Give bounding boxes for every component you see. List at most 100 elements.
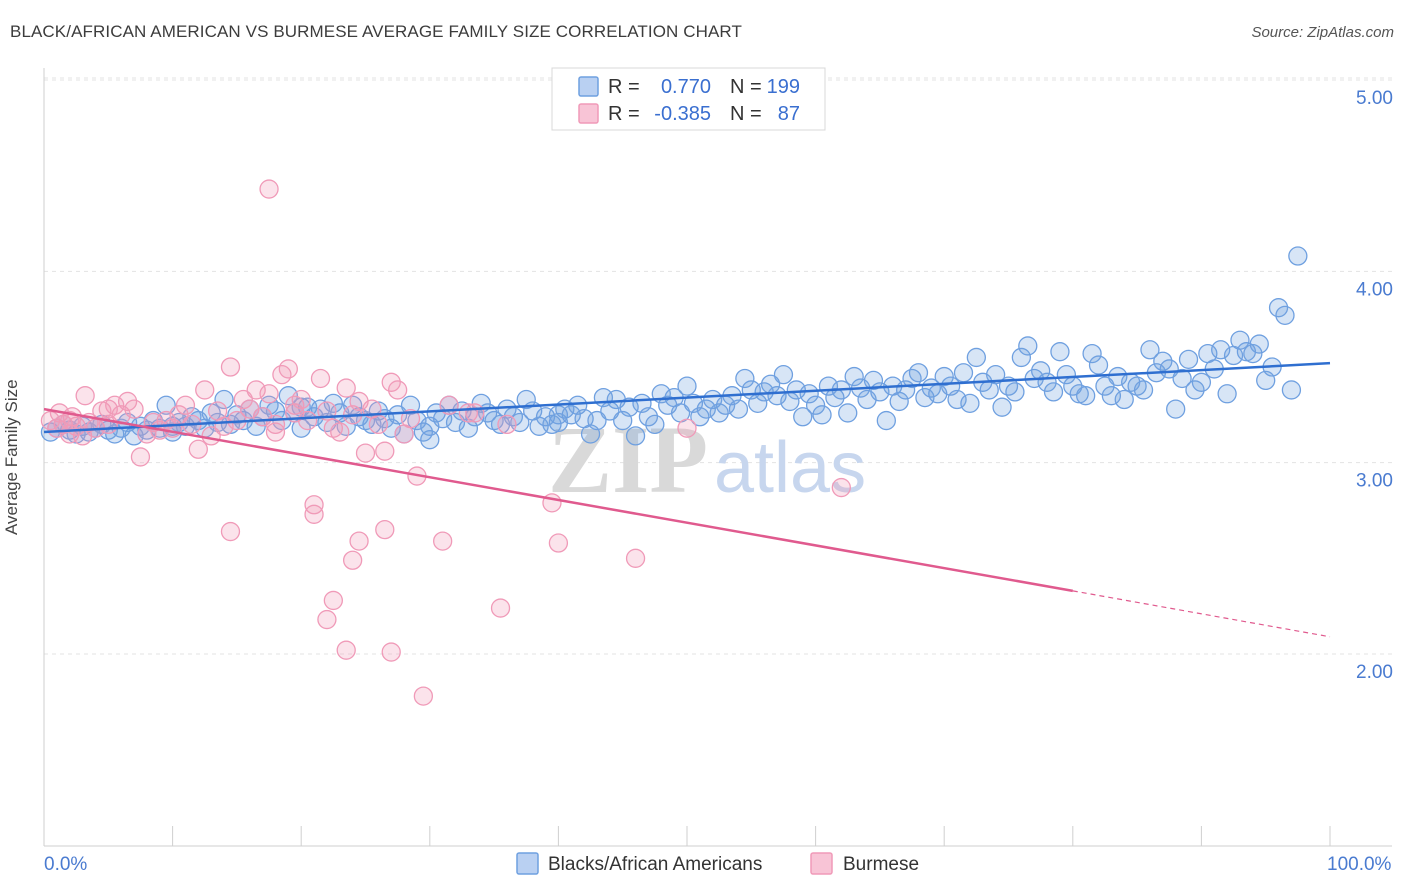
point-blacks-128 bbox=[863, 370, 884, 391]
point-blacks-162 bbox=[1082, 343, 1102, 364]
point-blacks-193 bbox=[1281, 380, 1302, 400]
y-tick-label-1: 3.00 bbox=[1356, 471, 1393, 492]
trend-line-burmese-extension bbox=[1072, 590, 1331, 638]
point-burmese-65 bbox=[342, 550, 363, 570]
point-burmese-73 bbox=[490, 598, 511, 618]
bottom-legend-swatch-blacks bbox=[516, 852, 539, 875]
point-burmese-66 bbox=[349, 531, 369, 551]
point-burmese-80 bbox=[285, 395, 305, 415]
point-blacks-125 bbox=[844, 366, 864, 387]
point-blacks-176 bbox=[1172, 368, 1192, 389]
point-blacks-104 bbox=[709, 403, 729, 423]
point-blacks-152 bbox=[1018, 336, 1038, 356]
point-blacks-164 bbox=[1095, 376, 1115, 396]
chart-title: BLACK/AFRICAN AMERICAN VS BURMESE AVERAG… bbox=[10, 22, 742, 41]
legend-r-label-1: R = bbox=[608, 103, 640, 125]
point-blacks-158 bbox=[1056, 365, 1077, 385]
point-blacks-191 bbox=[1268, 298, 1289, 318]
point-blacks-198 bbox=[548, 405, 569, 425]
point-blacks-148 bbox=[992, 397, 1012, 417]
point-burmese-77 bbox=[677, 418, 697, 438]
point-burmese-55 bbox=[375, 441, 395, 461]
point-blacks-171 bbox=[1140, 340, 1160, 360]
trend-line-burmese bbox=[43, 407, 1074, 593]
point-blacks-130 bbox=[876, 410, 896, 431]
point-blacks-167 bbox=[1114, 389, 1134, 410]
legend-n-label-1: N = bbox=[730, 103, 762, 125]
point-blacks-135 bbox=[908, 363, 929, 383]
point-burmese-76 bbox=[625, 548, 646, 568]
point-blacks-124 bbox=[838, 403, 858, 423]
x-tick-label-100: 100.0% bbox=[1327, 854, 1392, 875]
point-burmese-83 bbox=[465, 403, 485, 423]
point-burmese-68 bbox=[381, 642, 401, 662]
point-burmese-49 bbox=[336, 378, 356, 398]
point-blacks-101 bbox=[690, 407, 710, 427]
point-blacks-120 bbox=[812, 405, 832, 425]
point-burmese-70 bbox=[413, 686, 434, 706]
point-blacks-94 bbox=[645, 414, 665, 435]
legend-n-value-1: 87 bbox=[778, 103, 800, 125]
point-burmese-56 bbox=[381, 372, 401, 392]
point-burmese-31 bbox=[220, 357, 241, 377]
point-blacks-147 bbox=[985, 365, 1006, 385]
point-blacks-156 bbox=[1043, 382, 1064, 402]
point-burmese-45 bbox=[310, 368, 331, 389]
point-burmese-61 bbox=[304, 504, 324, 524]
point-burmese-48 bbox=[330, 422, 350, 442]
point-blacks-91 bbox=[625, 426, 646, 446]
legend-n-value-0: 199 bbox=[767, 76, 800, 98]
point-burmese-71 bbox=[433, 531, 453, 551]
point-blacks-118 bbox=[799, 384, 819, 404]
point-burmese-59 bbox=[259, 179, 279, 199]
axes bbox=[43, 68, 1392, 847]
y-tick-label-2: 4.00 bbox=[1356, 279, 1393, 300]
point-blacks-178 bbox=[1185, 380, 1205, 400]
point-burmese-24 bbox=[175, 395, 196, 415]
legend-swatch-blacks bbox=[578, 76, 599, 97]
y-tick-labels: 2.00 3.00 4.00 5.00 bbox=[1356, 88, 1393, 683]
chart-source: Source: ZipAtlas.com bbox=[1251, 24, 1394, 41]
point-blacks-174 bbox=[1159, 359, 1179, 379]
point-burmese-40 bbox=[278, 359, 298, 379]
point-blacks-177 bbox=[1178, 349, 1199, 369]
point-burmese-52 bbox=[355, 443, 376, 463]
trend-line-blacks bbox=[43, 361, 1331, 434]
point-blacks-170 bbox=[1133, 380, 1154, 400]
bottom-legend-label-burmese: Burmese bbox=[843, 854, 919, 875]
y-tick-label-3: 5.00 bbox=[1356, 88, 1393, 109]
point-burmese-64 bbox=[336, 640, 356, 660]
watermark-atlas: atlas bbox=[714, 428, 866, 508]
legend-swatch-burmese bbox=[578, 103, 599, 124]
point-burmese-57 bbox=[387, 380, 408, 400]
point-burmese-84 bbox=[497, 414, 517, 435]
point-burmese-78 bbox=[831, 477, 851, 498]
point-blacks-93 bbox=[638, 407, 659, 427]
point-blacks-139 bbox=[934, 366, 954, 387]
y-tick-label-0: 2.00 bbox=[1356, 662, 1393, 683]
point-blacks-108 bbox=[735, 368, 755, 389]
point-blacks-85 bbox=[587, 410, 607, 431]
point-burmese-63 bbox=[323, 590, 344, 611]
point-blacks-197 bbox=[420, 416, 440, 436]
point-blacks-114 bbox=[773, 365, 794, 385]
point-blacks-183 bbox=[1217, 384, 1237, 404]
point-blacks-187 bbox=[1243, 343, 1263, 364]
point-burmese-33 bbox=[233, 389, 253, 410]
point-blacks-192 bbox=[1275, 305, 1295, 325]
point-burmese-79 bbox=[265, 422, 286, 442]
point-blacks-44 bbox=[323, 393, 344, 414]
legend-r-value-1: -0.385 bbox=[654, 103, 711, 125]
point-burmese-27 bbox=[195, 380, 215, 400]
point-blacks-107 bbox=[728, 399, 749, 419]
point-burmese-75 bbox=[548, 533, 569, 553]
point-burmese-81 bbox=[400, 409, 421, 429]
point-blacks-175 bbox=[1166, 399, 1186, 419]
bottom-legend-label-blacks: Blacks/African Americans bbox=[548, 854, 762, 875]
legend-r-label-0: R = bbox=[608, 76, 640, 98]
point-burmese-26 bbox=[188, 439, 208, 459]
point-burmese-54 bbox=[368, 414, 389, 435]
point-blacks-179 bbox=[1191, 372, 1212, 392]
point-burmese-60 bbox=[220, 521, 241, 542]
